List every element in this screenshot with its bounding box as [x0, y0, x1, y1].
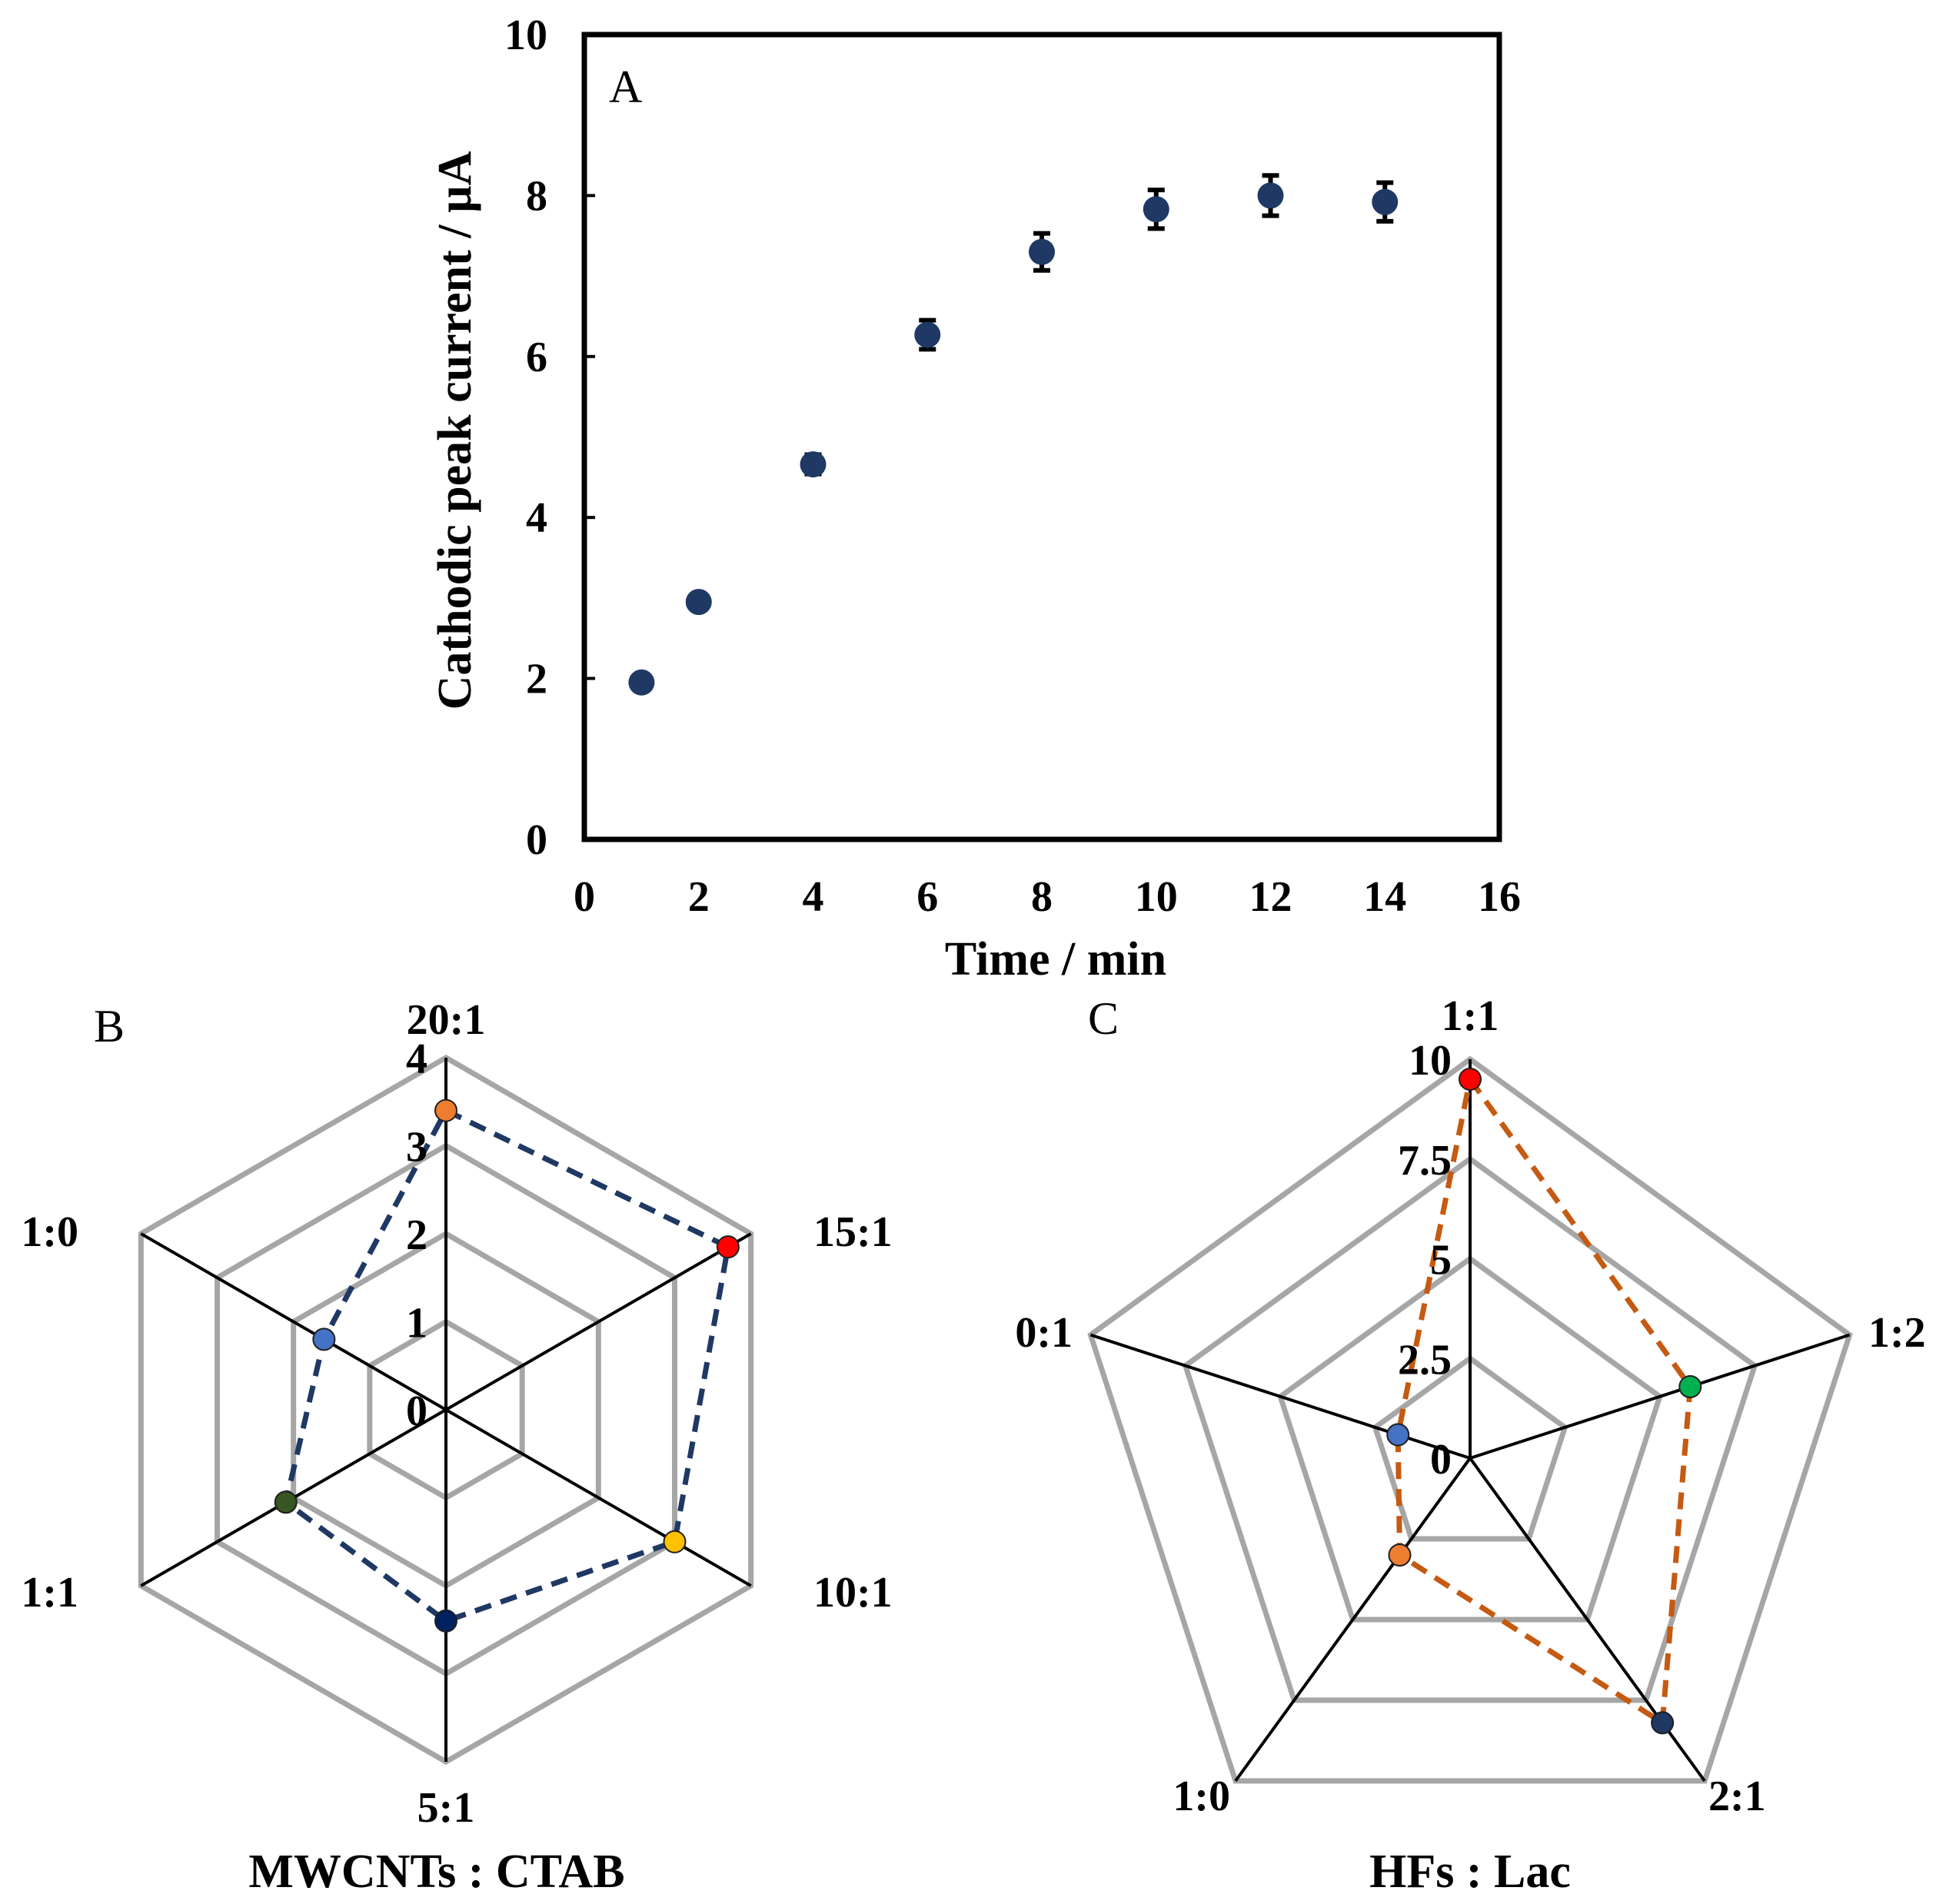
- chart-a-y-tick-label: 2: [526, 656, 547, 703]
- chart-c-grid-ring: [1372, 1354, 1568, 1542]
- chart-a-frame: [581, 32, 1502, 842]
- chart-c-data-point: [1386, 1423, 1410, 1447]
- chart-b-axis-label: 10:1: [813, 1569, 893, 1617]
- chart-c-data-point: [1388, 1543, 1412, 1567]
- chart-b-axis-label: 5:1: [417, 1784, 475, 1832]
- chart-a-panel-letter: A: [609, 61, 642, 112]
- chart-a-x-tick-label: 8: [1031, 873, 1053, 921]
- chart-b-data-point: [274, 1490, 298, 1514]
- chart-a-data-point: [914, 321, 941, 348]
- chart-a-data-point: [800, 451, 827, 478]
- chart-b-spoke: [445, 1232, 752, 1411]
- chart-c-radial-tick-label: 2.5: [1398, 1336, 1452, 1384]
- chart-c-data-point: [1678, 1374, 1702, 1398]
- chart-c-axis-label: 0:1: [1015, 1309, 1073, 1357]
- chart-a-y-tick-label: 8: [526, 172, 547, 220]
- chart-c-axis-label: 1:0: [1173, 1773, 1230, 1820]
- chart-c-axis-title: HFs : Lac: [1369, 1846, 1571, 1898]
- chart-c-axis-label: 1:2: [1868, 1309, 1926, 1357]
- chart-b-data-point: [434, 1098, 457, 1122]
- chart-b-radial-tick-label: 2: [406, 1211, 427, 1259]
- chart-b-axis-label: 15:1: [813, 1208, 893, 1256]
- chart-b-spoke: [140, 1232, 447, 1411]
- chart-a-x-tick-label: 14: [1363, 873, 1406, 921]
- chart-b-axis-label: 1:1: [21, 1569, 78, 1617]
- chart-a-x-tick-label: 4: [803, 873, 824, 921]
- chart-c-axis-label: 2:1: [1708, 1773, 1766, 1820]
- chart-a-y-tick-label: 4: [526, 494, 547, 542]
- chart-a-data-point: [1257, 182, 1284, 209]
- chart-a-x-tick-label: 2: [688, 873, 710, 921]
- chart-a-x-tick-label: 16: [1478, 873, 1521, 921]
- chart-a-y-axis-label: Cathodic peak current / µA: [429, 151, 481, 709]
- chart-c-radial-tick-label: 5: [1430, 1237, 1452, 1284]
- chart-b-data-point: [716, 1235, 740, 1259]
- chart-a-data-point: [1029, 238, 1055, 265]
- chart-b-panel-letter: B: [94, 1001, 125, 1052]
- chart-c-grid-ring: [1277, 1255, 1663, 1623]
- chart-c-data-point: [1651, 1711, 1675, 1735]
- chart-a: A 0 2 4 6 8 10 12 14 16 0 2 4 6 8 10 Time / min Catho…: [429, 12, 1521, 985]
- chart-c-series-line: [1395, 1072, 1693, 1728]
- chart-a-data-point: [1143, 196, 1169, 223]
- chart-c-radial-tick-label: 0: [1430, 1436, 1452, 1484]
- chart-c-spoke: [1469, 1333, 1851, 1460]
- chart-b-data-point: [434, 1609, 457, 1633]
- chart-c-grid-ring: [1182, 1155, 1758, 1703]
- chart-a-data-point: [685, 589, 712, 616]
- chart-b-data-point: [312, 1327, 336, 1351]
- chart-c: C 0 2.5 5 7.5 10 1:1 1:2 2:1 1:0 0:1 HFs : Lac: [1015, 992, 1925, 1898]
- chart-b-radial-tick-label: 0: [406, 1387, 427, 1435]
- chart-b-radial-tick-label: 1: [406, 1300, 427, 1347]
- chart-a-y-tick-label: 0: [526, 816, 547, 864]
- chart-c-panel-letter: C: [1088, 993, 1119, 1044]
- chart-c-axis-label: 1:1: [1442, 992, 1499, 1040]
- chart-c-spoke: [1234, 1457, 1472, 1783]
- chart-a-x-tick-label: 0: [574, 873, 595, 921]
- chart-a-y-tick-label: 10: [504, 12, 547, 59]
- chart-c-data-point: [1459, 1067, 1482, 1091]
- chart-b-series-line: [282, 1107, 731, 1624]
- chart-b-data-point: [663, 1530, 687, 1553]
- chart-a-x-tick-label: 12: [1249, 873, 1292, 921]
- chart-a-y-tick-label: 6: [526, 334, 547, 381]
- chart-b-spoke: [445, 1408, 752, 1587]
- chart-b-radial-tick-label: 3: [406, 1124, 427, 1171]
- chart-a-x-axis-label: Time / min: [945, 933, 1166, 985]
- chart-c-radial-tick-label: 10: [1409, 1037, 1452, 1085]
- chart-a-x-tick-label: 6: [916, 873, 938, 921]
- chart-c-radial-tick-label: 7.5: [1398, 1137, 1452, 1185]
- chart-b-axis-title: MWCNTs : CTAB: [248, 1846, 624, 1898]
- chart-a-x-tick-label: 10: [1135, 873, 1178, 921]
- chart-b: B 0 1 2 3 4 20:1 15:1 10:1 5:1 1:1 1:0 MWCNTs : C…: [21, 996, 892, 1898]
- chart-b-axis-label: 1:0: [21, 1208, 78, 1256]
- chart-a-data-point: [1372, 188, 1399, 215]
- chart-b-radial-tick-label: 4: [406, 1035, 427, 1083]
- chart-b-axis-label: 20:1: [407, 996, 486, 1044]
- chart-a-data-point: [628, 669, 655, 696]
- chart-c-grid-ring: [1087, 1055, 1853, 1784]
